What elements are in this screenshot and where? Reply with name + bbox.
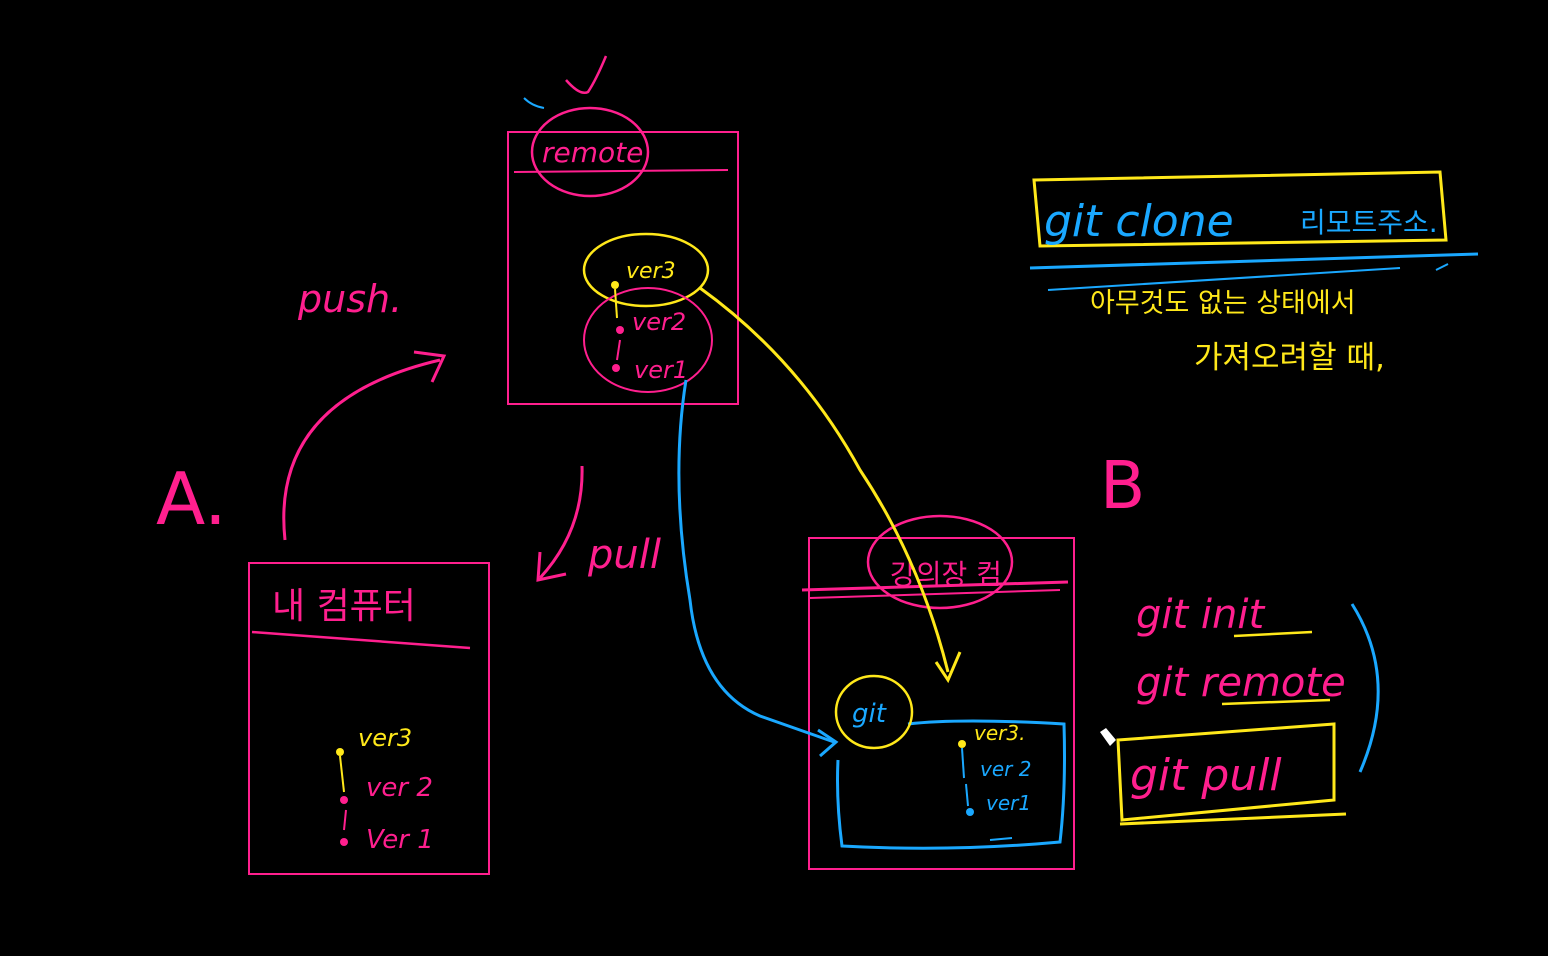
pull-arrow-yellow — [699, 286, 950, 673]
clone-argument: 리모트주소. — [1300, 206, 1438, 239]
my-ver2-node — [340, 796, 348, 804]
my-ver1-label: Ver 1 — [366, 825, 434, 855]
git-pull-underline — [1119, 812, 1347, 826]
b-ver1-label: ver1 — [986, 791, 1031, 815]
pull-arrow — [538, 465, 584, 580]
pull-arrowhead-icon — [536, 551, 567, 582]
instructor-title-underline-2 — [809, 589, 1061, 599]
check-mark-icon — [565, 55, 608, 94]
instructor-box: 강의장 컴 git ver3. ver 2 ver1 — [801, 514, 1075, 870]
local-repo-outline — [836, 719, 1066, 850]
pull-yellow-arrowhead-icon — [934, 651, 962, 684]
b-ver3-link — [961, 747, 965, 779]
remote-title-circle — [530, 106, 650, 198]
my-ver3-label: ver3 — [358, 724, 412, 752]
my-ver2-link — [343, 809, 347, 831]
instructor-frame — [808, 537, 1075, 870]
remote-ver2-label: ver2 — [632, 308, 686, 336]
remote-box: remote ver3 ver2 ver1 — [507, 55, 739, 405]
push-label: push. — [297, 277, 402, 321]
my-computer-box: 내 컴퓨터 ver3 ver 2 Ver 1 — [248, 562, 490, 875]
git-pull-box — [1116, 722, 1336, 822]
remote-title: remote — [542, 136, 643, 169]
steps-list: git init git remote git pull — [1100, 592, 1380, 826]
remote-box-frame — [507, 131, 739, 405]
ver1-node — [612, 364, 620, 372]
b-ver3-label: ver3. — [974, 721, 1025, 745]
remote-underline — [1221, 698, 1331, 706]
push-arrow-group: push. — [282, 277, 447, 541]
b-ver3-node — [958, 740, 966, 748]
steps-bracket — [1350, 603, 1380, 773]
clone-command-box — [1032, 170, 1448, 248]
my-computer-title-underline — [251, 630, 471, 650]
push-arrowhead-icon — [413, 350, 447, 383]
step-git-pull: git pull — [1130, 750, 1282, 801]
repo-underline-mark — [989, 837, 1013, 841]
instructor-title-circle — [866, 514, 1014, 610]
my-ver3-link — [339, 755, 345, 793]
git-label: git — [852, 699, 887, 729]
my-ver3-node — [336, 748, 344, 756]
clone-command: git clone — [1044, 196, 1234, 247]
clone-underline-2 — [1047, 267, 1401, 291]
remote-ver1-label: ver1 — [634, 356, 688, 384]
remote-ver3-label: ver3 — [626, 259, 676, 284]
my-ver2-label: ver 2 — [366, 773, 433, 803]
pull-arrow-group: pull — [536, 465, 661, 582]
ver3-node — [611, 281, 619, 289]
b-ver1-node — [966, 808, 974, 816]
pull-label: pull — [587, 532, 661, 578]
instructor-title-underline — [801, 580, 1069, 592]
my-computer-title: 내 컴퓨터 — [272, 586, 416, 627]
clone-arrowhead-icon — [817, 728, 839, 758]
step-git-remote: git remote — [1136, 660, 1346, 706]
ver3-link — [614, 288, 618, 319]
ver3-circle — [582, 232, 710, 308]
my-computer-frame — [248, 562, 490, 875]
clone-arrow-blue — [677, 379, 835, 744]
blue-stroke-mark — [523, 97, 545, 109]
my-ver1-node — [340, 838, 348, 846]
ver2-link — [616, 339, 621, 361]
pen-cursor-icon — [1100, 728, 1116, 746]
label-b: B — [1100, 447, 1145, 524]
clone-mark — [1435, 263, 1449, 271]
remote-title-underline — [513, 169, 729, 173]
step-git-init: git init — [1136, 592, 1265, 638]
clone-description-line2: 가져오려할 때, — [1194, 340, 1385, 376]
clone-note: git clone 리모트주소. 아무것도 없는 상태에서 가져오려할 때, — [1029, 170, 1479, 376]
git-circle — [834, 674, 914, 750]
ver1-ver2-circle — [583, 287, 713, 393]
clone-description-line1: 아무것도 없는 상태에서 — [1090, 288, 1356, 319]
ver2-node — [616, 326, 624, 334]
clone-underline — [1029, 252, 1479, 270]
init-underline — [1233, 630, 1313, 638]
push-arrow — [282, 358, 441, 541]
b-ver2-label: ver 2 — [980, 757, 1031, 781]
b-ver2-link — [965, 783, 969, 807]
label-a: A. — [156, 457, 227, 541]
